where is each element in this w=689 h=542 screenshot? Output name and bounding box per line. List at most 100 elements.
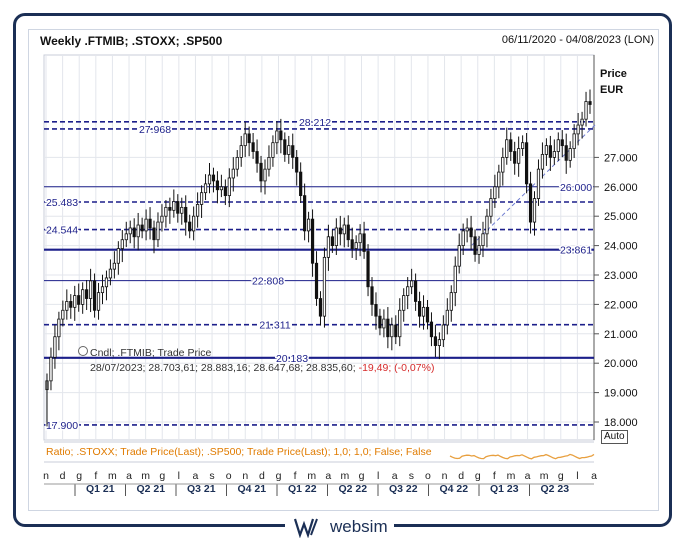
candle-body [410, 280, 414, 288]
candle-body [433, 336, 438, 346]
candle-body [485, 215, 489, 235]
candle-body [172, 201, 176, 211]
candle-body [370, 286, 374, 305]
candle-body [477, 245, 481, 255]
candle-body [310, 218, 315, 264]
candle-body [188, 221, 192, 232]
candle-body [227, 177, 231, 197]
candle-body [437, 339, 441, 346]
candle-body [144, 218, 148, 232]
x-month-tick: a [325, 470, 331, 482]
candle-body [196, 204, 200, 217]
currency-axis-label: EUR [600, 84, 624, 96]
quarter-label: Q3 21 [187, 483, 216, 495]
candle-body [362, 233, 366, 252]
ratio-series-line [449, 453, 595, 460]
x-month-tick: a [525, 470, 531, 482]
candle-body [457, 245, 461, 267]
candle-body [540, 154, 545, 170]
candle-body [132, 227, 136, 238]
x-month-tick: n [442, 470, 448, 482]
candle-body [136, 224, 140, 238]
x-month-tick: s [409, 470, 414, 482]
candle-body [299, 171, 303, 197]
candle-body [61, 309, 65, 320]
candle-body [128, 227, 132, 235]
x-month-tick: m [540, 470, 549, 482]
x-month-tick: m [108, 470, 117, 482]
candle-body [338, 227, 342, 235]
x-month-tick: f [493, 470, 496, 482]
y-tick-label: 26.000 [604, 182, 638, 194]
candle-body [215, 180, 220, 191]
candle-body [521, 142, 525, 149]
x-month-tick: n [242, 470, 248, 482]
candle-body [53, 336, 57, 358]
x-month-tick: g [76, 470, 82, 482]
candle-body [493, 186, 497, 199]
candle-body [513, 151, 517, 164]
level-label: 23.861 [560, 245, 592, 257]
plot-area [43, 54, 595, 441]
quarter-label: Q2 23 [540, 483, 569, 495]
price-axis-label: Price [600, 68, 627, 80]
candle-body [239, 145, 243, 158]
y-tick-label: 20.000 [604, 358, 638, 370]
candle-body [192, 215, 196, 232]
websim-logo-icon [293, 518, 318, 538]
candle-body [398, 309, 402, 338]
quarter-label: Q2 21 [136, 483, 165, 495]
candle-body [572, 133, 576, 149]
x-month-tick: d [259, 470, 265, 482]
level-label: 17.900 [46, 420, 78, 432]
y-tick-label: 19.000 [604, 388, 638, 400]
candle-body [465, 227, 469, 232]
level-label: 20.183 [276, 353, 308, 365]
candle-body [509, 139, 513, 152]
candle-body [306, 218, 311, 232]
candle-body [120, 239, 124, 249]
candle-body [378, 315, 382, 329]
y-tick-label: 18.000 [604, 417, 638, 429]
quarter-label: Q1 22 [288, 483, 317, 495]
candle-body [211, 174, 216, 182]
series-change: -19,49; (-0,07%) [358, 362, 435, 374]
chart-panel [28, 29, 659, 511]
candle-body [382, 318, 386, 329]
candle-body [176, 201, 180, 214]
candle-body [453, 265, 457, 294]
x-month-tick: a [392, 470, 398, 482]
candle-body [548, 145, 552, 158]
candle-body [235, 156, 239, 170]
x-month-tick: g [159, 470, 165, 482]
candle-body [481, 233, 485, 246]
candle-body [69, 301, 73, 308]
candle-body [112, 262, 116, 270]
candle-body [247, 133, 251, 144]
y-tick-label: 23.000 [604, 270, 638, 282]
candle-body [334, 227, 338, 247]
candle-body [588, 101, 592, 105]
x-month-tick: f [94, 470, 97, 482]
candle-body [65, 301, 69, 311]
candle-body [402, 295, 406, 311]
candle-body [275, 130, 279, 144]
websim-logo-text: websim [330, 517, 388, 536]
candle-body [77, 295, 81, 305]
candle-body [532, 198, 537, 223]
level-label: 25.483 [46, 197, 78, 209]
candle-body [517, 148, 521, 164]
candle-body [469, 227, 473, 238]
x-month-tick: a [126, 470, 132, 482]
candle-body [350, 239, 354, 249]
x-month-tick: a [193, 470, 199, 482]
candle-body [73, 295, 77, 308]
x-month-tick: m [507, 470, 516, 482]
candle-body [489, 198, 493, 217]
candle-body [366, 251, 370, 288]
candle-body [96, 292, 101, 311]
candle-body [255, 151, 259, 164]
auto-scale-button[interactable]: Auto [601, 430, 628, 444]
series-info-values: 28/07/2023; 28.703,61; 28.883,16; 28.647… [90, 362, 434, 374]
